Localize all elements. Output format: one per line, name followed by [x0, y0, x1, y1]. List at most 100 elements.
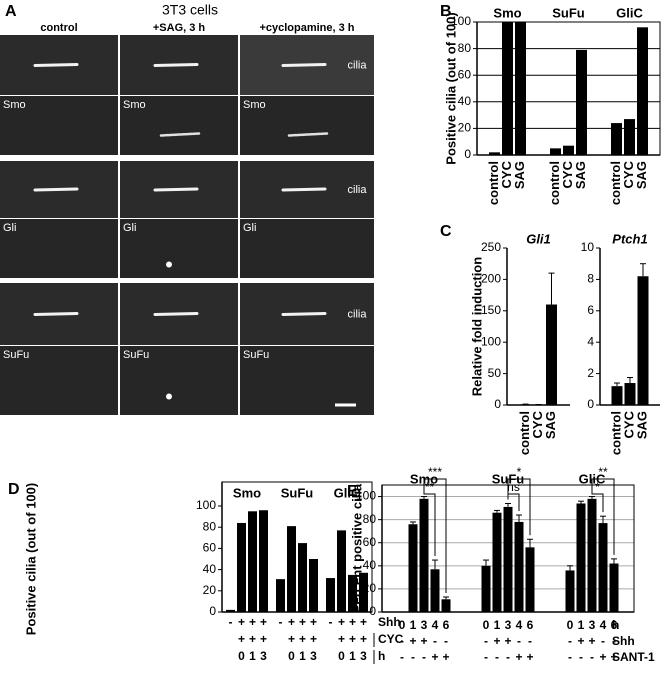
- cilium: [33, 187, 79, 192]
- x-row-label: 3: [260, 649, 267, 663]
- bar: [287, 526, 296, 612]
- bar: [502, 22, 513, 155]
- bar: [298, 543, 307, 612]
- x-row-label: +: [588, 634, 595, 648]
- group-label: SuFu: [281, 485, 314, 500]
- x-row-label: 0: [483, 618, 490, 632]
- x-row-label: 0: [238, 649, 245, 663]
- x-row-label: +: [310, 615, 317, 629]
- panel-letter: D: [8, 481, 20, 498]
- y-tick-label: 2: [587, 366, 594, 380]
- bar: [587, 498, 597, 612]
- x-row-label: +: [431, 650, 438, 664]
- x-row-title: CYC: [378, 632, 404, 646]
- y-tick-label: 4: [587, 334, 594, 348]
- cilium: [153, 63, 199, 67]
- bar: [520, 404, 531, 405]
- x-tick-label: SAG: [634, 411, 649, 439]
- x-row-label: 1: [410, 618, 417, 632]
- bar: [565, 570, 575, 612]
- y-tick-label: 100: [356, 489, 376, 503]
- bar: [624, 383, 636, 405]
- bar: [624, 119, 635, 155]
- micrograph: [120, 219, 238, 278]
- y-tick-label: 40: [363, 558, 377, 572]
- cilium: [153, 187, 199, 192]
- bar: [226, 609, 235, 612]
- column-header: control: [40, 22, 77, 34]
- y-tick-label: 0: [494, 397, 501, 411]
- bar: [546, 304, 557, 405]
- x-row-title: Shh: [612, 634, 635, 648]
- y-tick-label: 60: [203, 541, 217, 555]
- x-row-label: +: [288, 615, 295, 629]
- bar: [348, 574, 357, 612]
- x-row-label: +: [610, 650, 617, 664]
- y-tick-label: 0: [464, 147, 471, 161]
- y-tick-label: 80: [458, 41, 472, 55]
- micrograph: [0, 96, 118, 155]
- x-row-label: -: [484, 634, 488, 648]
- x-row-label: +: [442, 650, 449, 664]
- x-row-label: 3: [360, 649, 367, 663]
- chart-title: Ptch1: [612, 231, 647, 246]
- y-tick-label: 150: [481, 303, 501, 317]
- panel-letter: E: [347, 483, 358, 500]
- y-tick-label: 50: [488, 366, 502, 380]
- bar: [441, 599, 451, 612]
- channel-label: SuFu: [3, 349, 29, 361]
- cilium: [281, 63, 327, 67]
- x-row-label: -: [400, 650, 404, 664]
- x-row-label: +: [360, 615, 367, 629]
- x-row-title: h: [612, 618, 619, 632]
- y-tick-label: 80: [203, 519, 217, 533]
- x-tick-label: control: [608, 161, 623, 205]
- y-axis-label: Percent positive cilia: [349, 483, 364, 613]
- x-row-label: +: [360, 632, 367, 646]
- x-row-label: +: [310, 632, 317, 646]
- tip-stain: [166, 261, 172, 268]
- x-tick-label: CYC: [621, 160, 636, 188]
- panel-letter: B: [440, 3, 452, 20]
- channel-label: Gli: [3, 222, 16, 234]
- x-row-label: +: [349, 632, 356, 646]
- bar: [359, 572, 368, 612]
- significance-label: *: [517, 465, 522, 479]
- y-tick-label: 0: [209, 604, 216, 618]
- row-label: cilia: [348, 59, 368, 71]
- x-row-label: +: [504, 634, 511, 648]
- x-row-label: -: [517, 634, 521, 648]
- significance-bracket: [507, 478, 531, 536]
- micrograph: [120, 96, 238, 155]
- bar: [237, 522, 246, 612]
- significance-bracket: [423, 492, 436, 557]
- bar: [259, 510, 268, 612]
- y-tick-label: 200: [481, 272, 501, 286]
- x-row-label: -: [568, 634, 572, 648]
- bar: [611, 386, 623, 405]
- x-row-label: -: [329, 615, 333, 629]
- bar: [408, 524, 418, 612]
- micrograph: [240, 96, 374, 155]
- x-row-label: +: [249, 632, 256, 646]
- bar: [514, 521, 524, 612]
- y-tick-label: 40: [203, 562, 217, 576]
- x-row-label: +: [515, 650, 522, 664]
- bar: [419, 498, 429, 612]
- x-row-label: -: [484, 650, 488, 664]
- bar: [276, 579, 285, 612]
- cilium-stain: [159, 132, 201, 137]
- micrograph: [120, 346, 238, 415]
- bar: [576, 49, 587, 155]
- x-row-label: 1: [299, 649, 306, 663]
- y-tick-label: 250: [481, 240, 501, 254]
- x-row-label: -: [411, 650, 415, 664]
- significance-label: ***: [428, 465, 442, 479]
- bar: [326, 578, 335, 612]
- x-row-label: +: [338, 615, 345, 629]
- group-label: GliC: [334, 485, 361, 500]
- x-tick-label: SAG: [573, 161, 588, 189]
- x-row-label: +: [599, 650, 606, 664]
- y-axis-label: Positive cilia (out of 100): [23, 483, 38, 635]
- column-header: +cyclopamine, 3 h: [259, 22, 354, 34]
